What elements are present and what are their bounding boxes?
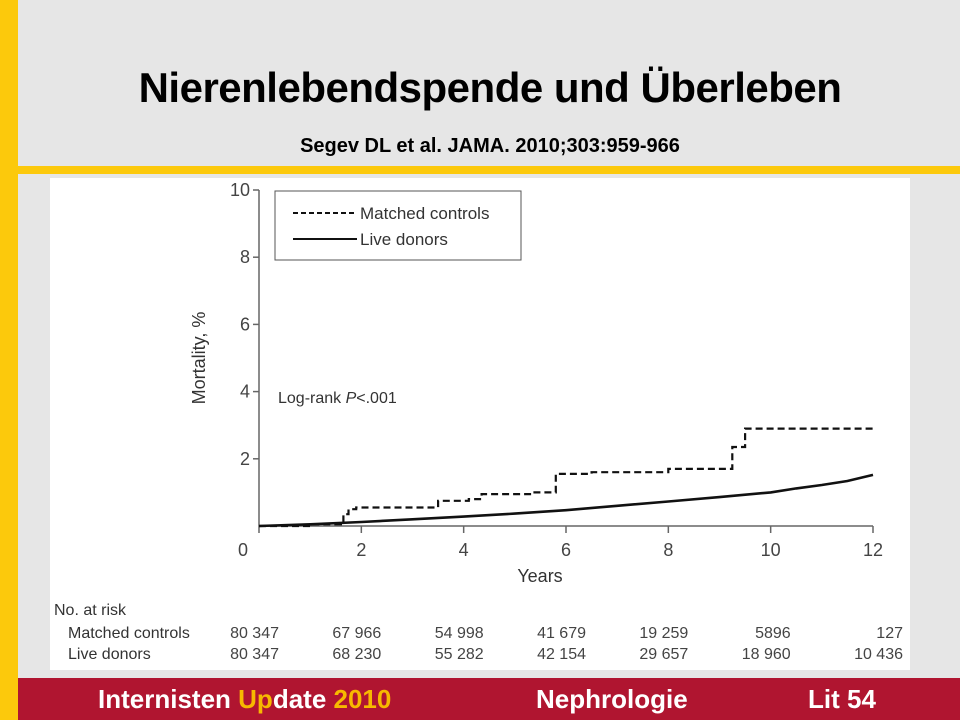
legend-box [274, 190, 522, 261]
y-axis-label: Mortality, % [189, 312, 209, 405]
chart-panel: 0 2 4 6 8 10 12 2 4 6 8 10 Matched controls Live do… [50, 178, 910, 670]
x-tick-label: 4 [459, 540, 469, 560]
at-risk-value: 41 679 [537, 625, 586, 642]
annotation-suffix: <.001 [356, 390, 397, 407]
footer-section: Nephrologie [536, 684, 688, 714]
x-tick-label: 6 [561, 540, 571, 560]
at-risk-table: No. at risk Matched controls Live donors… [54, 602, 903, 663]
x-tick-label: 8 [663, 540, 673, 560]
at-risk-row-label: Live donors [68, 646, 151, 663]
at-risk-value: 80 347 [230, 646, 279, 663]
series-group [258, 427, 874, 528]
series-line-matched-controls [259, 427, 873, 528]
at-risk-value: 68 230 [332, 646, 381, 663]
at-risk-value: 127 [876, 625, 903, 642]
x-axis-label: Years [517, 566, 562, 586]
annotation-p: P [346, 390, 357, 407]
at-risk-value: 80 347 [230, 625, 279, 642]
series-line-live-donors [258, 473, 874, 528]
y-tick-label: 8 [240, 247, 250, 267]
log-rank-annotation: Log-rank P<.001 [278, 390, 397, 407]
at-risk-value: 42 154 [537, 646, 586, 663]
title-divider [18, 166, 960, 174]
x-tick-label: 12 [863, 540, 883, 560]
footer-brand: Internisten Update 2010 [98, 684, 391, 715]
axes: 0 2 4 6 8 10 12 2 4 6 8 10 [230, 180, 883, 560]
at-risk-value: 19 259 [639, 625, 688, 642]
brand-year: 2010 [333, 684, 392, 714]
y-tick-label: 2 [240, 449, 250, 469]
legend-label-live-donors: Live donors [360, 230, 448, 249]
left-accent-bar [0, 0, 18, 720]
at-risk-row-label: Matched controls [68, 625, 190, 642]
at-risk-value: 54 998 [435, 625, 484, 642]
y-tick-label: 6 [240, 314, 250, 334]
brand-text-2: date [272, 684, 334, 714]
legend: Matched controls Live donors [274, 190, 522, 261]
brand-accent: Up [238, 684, 273, 714]
x-tick-label: 10 [761, 540, 781, 560]
y-tick-label: 10 [230, 180, 250, 200]
x-tick-label: 2 [356, 540, 366, 560]
at-risk-value: 67 966 [332, 625, 381, 642]
x-tick-label: 0 [238, 540, 248, 560]
legend-label-matched-controls: Matched controls [360, 204, 489, 223]
footer-page-number: Lit 54 [808, 684, 876, 714]
at-risk-value: 5896 [755, 625, 791, 642]
annotation-prefix: Log-rank [278, 390, 346, 407]
at-risk-value: 55 282 [435, 646, 484, 663]
slide-subtitle: Segev DL et al. JAMA. 2010;303:959-966 [300, 135, 680, 157]
slide-title: Nierenlebendspende und Überleben [138, 64, 842, 111]
at-risk-header: No. at risk [54, 602, 127, 619]
at-risk-value: 10 436 [854, 646, 903, 663]
at-risk-value: 29 657 [639, 646, 688, 663]
brand-text-1: Internisten [98, 684, 239, 714]
footer-bar: Internisten Update 2010 Nephrologie Lit … [18, 678, 960, 720]
y-tick-label: 4 [240, 382, 250, 402]
mortality-chart: 0 2 4 6 8 10 12 2 4 6 8 10 Matched controls Live do… [54, 180, 903, 663]
at-risk-value: 18 960 [742, 646, 791, 663]
